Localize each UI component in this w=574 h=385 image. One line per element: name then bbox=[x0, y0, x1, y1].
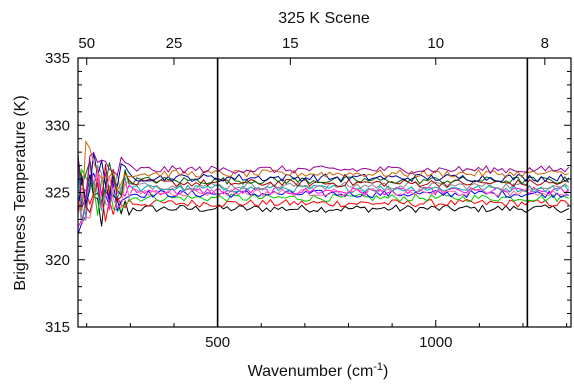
x-axis-label-main: Wavenumber (cm bbox=[248, 363, 374, 380]
plot-frame bbox=[77, 57, 572, 328]
series-line bbox=[77, 167, 570, 216]
reference-lines bbox=[216, 58, 529, 327]
series-line bbox=[77, 174, 570, 227]
y-tick-label: 320 bbox=[45, 252, 70, 269]
axis-ticks: 315 320 325 330 335 500 1000 50 25 15 10 8 bbox=[45, 35, 571, 351]
y-tick-label: 330 bbox=[45, 117, 70, 134]
top-tick-label: 10 bbox=[427, 35, 444, 52]
y-axis-label: Brightness Temperature (K) bbox=[12, 95, 29, 290]
y-tick-label: 335 bbox=[45, 50, 70, 67]
chart-title: 325 K Scene bbox=[278, 10, 370, 27]
series-layer bbox=[77, 139, 570, 235]
top-tick-label: 25 bbox=[166, 35, 183, 52]
x-axis-label-close: ) bbox=[383, 363, 388, 380]
x-axis-label: Wavenumber (cm-1) bbox=[248, 361, 389, 380]
x-tick-label: 1000 bbox=[419, 334, 452, 351]
series-line bbox=[77, 170, 570, 225]
y-tick-label: 315 bbox=[45, 319, 70, 336]
top-tick-label: 50 bbox=[78, 35, 95, 52]
series-line bbox=[77, 152, 570, 208]
top-tick-label: 15 bbox=[282, 35, 299, 52]
x-axis-label-superscript: -1 bbox=[373, 361, 383, 373]
y-tick-label: 325 bbox=[45, 185, 70, 202]
x-tick-label: 500 bbox=[205, 334, 230, 351]
series-line bbox=[77, 139, 569, 211]
series-line bbox=[77, 156, 570, 204]
top-tick-label: 8 bbox=[541, 35, 549, 52]
series-line bbox=[77, 167, 570, 223]
